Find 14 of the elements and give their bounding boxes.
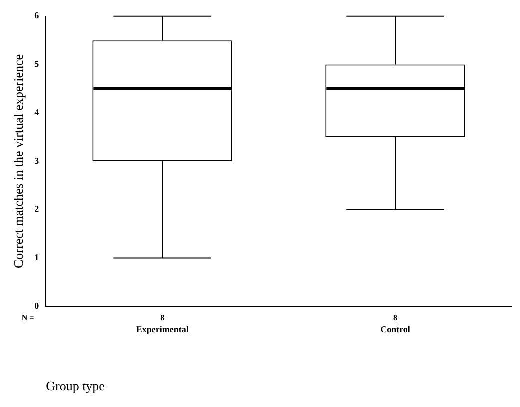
x-tick-label: Experimental: [136, 324, 190, 334]
y-tick-label: 0: [34, 300, 40, 311]
y-tick-label: 2: [34, 204, 40, 214]
y-tick-label: 6: [34, 10, 40, 21]
y-tick-label: 3: [34, 156, 40, 166]
text: 8: [394, 314, 398, 323]
y-tick-label: 1: [34, 252, 40, 263]
x-axis-title: Group type: [46, 378, 106, 394]
y-axis-title: Correct matches in the virtual experience: [11, 54, 26, 269]
x-tick-label: Control: [380, 324, 411, 334]
y-tick-label: 5: [34, 59, 40, 70]
text: N =: [22, 314, 35, 323]
text: 8: [160, 314, 165, 323]
y-tick-label: 4: [34, 107, 40, 118]
